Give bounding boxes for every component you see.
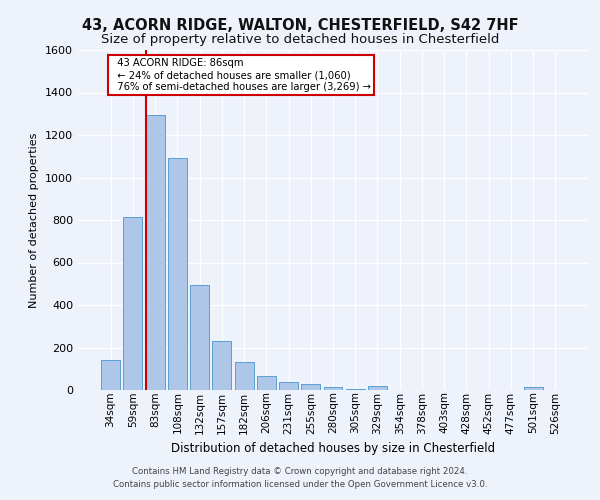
Bar [346, 389, 365, 390]
Text: Size of property relative to detached houses in Chesterfield: Size of property relative to detached ho… [101, 32, 499, 46]
Bar [368, 386, 387, 390]
Bar [190, 285, 209, 390]
Bar [101, 360, 120, 390]
Bar [146, 115, 164, 390]
Bar [124, 217, 142, 390]
Bar [279, 382, 298, 390]
Bar [257, 376, 276, 390]
Bar [323, 387, 343, 390]
Bar [235, 362, 254, 390]
Bar [168, 158, 187, 390]
Bar [301, 384, 320, 390]
Text: 43, ACORN RIDGE, WALTON, CHESTERFIELD, S42 7HF: 43, ACORN RIDGE, WALTON, CHESTERFIELD, S… [82, 18, 518, 32]
Y-axis label: Number of detached properties: Number of detached properties [29, 132, 40, 308]
Bar [212, 341, 231, 390]
X-axis label: Distribution of detached houses by size in Chesterfield: Distribution of detached houses by size … [171, 442, 495, 455]
Text: Contains HM Land Registry data © Crown copyright and database right 2024.
Contai: Contains HM Land Registry data © Crown c… [113, 468, 487, 489]
Text: 43 ACORN RIDGE: 86sqm
  ← 24% of detached houses are smaller (1,060)
  76% of se: 43 ACORN RIDGE: 86sqm ← 24% of detached … [111, 58, 371, 92]
Bar [524, 387, 542, 390]
